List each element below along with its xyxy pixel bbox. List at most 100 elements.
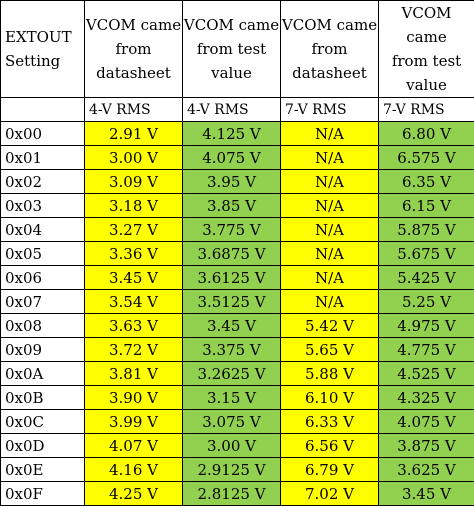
cell-setting: 0x0E (1, 458, 85, 482)
cell-7v-datasheet: N/A (281, 218, 379, 242)
cell-4v-test: 4.075 V (183, 146, 281, 170)
subheader-col4: 7-V RMS (379, 98, 474, 122)
cell-4v-test: 3.85 V (183, 194, 281, 218)
cell-4v-datasheet: 3.36 V (85, 242, 183, 266)
subheader-empty (1, 98, 85, 122)
cell-4v-datasheet: 3.63 V (85, 314, 183, 338)
cell-7v-datasheet: N/A (281, 170, 379, 194)
subheader-col3: 7-V RMS (281, 98, 379, 122)
header-row: EXTOUT Setting VCOM came from datasheet … (1, 1, 474, 98)
cell-4v-datasheet: 3.00 V (85, 146, 183, 170)
cell-7v-datasheet: 5.42 V (281, 314, 379, 338)
cell-setting: 0x0B (1, 386, 85, 410)
cell-7v-datasheet: N/A (281, 122, 379, 146)
cell-4v-datasheet: 3.27 V (85, 218, 183, 242)
cell-7v-test: 4.325 V (379, 386, 474, 410)
header-col1: VCOM came from datasheet (85, 1, 183, 98)
cell-4v-datasheet: 2.91 V (85, 122, 183, 146)
cell-7v-test: 6.35 V (379, 170, 474, 194)
cell-4v-test: 3.2625 V (183, 362, 281, 386)
cell-4v-test: 3.15 V (183, 386, 281, 410)
cell-4v-test: 2.9125 V (183, 458, 281, 482)
cell-7v-test: 5.425 V (379, 266, 474, 290)
subheader-col2: 4-V RMS (183, 98, 281, 122)
cell-4v-test: 3.375 V (183, 338, 281, 362)
cell-7v-test: 4.775 V (379, 338, 474, 362)
cell-4v-datasheet: 4.07 V (85, 434, 183, 458)
cell-7v-datasheet: 6.79 V (281, 458, 379, 482)
cell-4v-test: 2.8125 V (183, 482, 281, 506)
cell-4v-datasheet: 3.81 V (85, 362, 183, 386)
cell-7v-datasheet: 7.02 V (281, 482, 379, 506)
cell-setting: 0x07 (1, 290, 85, 314)
cell-7v-test: 3.625 V (379, 458, 474, 482)
cell-setting: 0x08 (1, 314, 85, 338)
cell-7v-datasheet: 5.65 V (281, 338, 379, 362)
cell-setting: 0x00 (1, 122, 85, 146)
cell-7v-test: 3.45 V (379, 482, 474, 506)
cell-7v-test: 4.525 V (379, 362, 474, 386)
cell-7v-test: 3.875 V (379, 434, 474, 458)
cell-setting: 0x09 (1, 338, 85, 362)
cell-7v-test: 4.975 V (379, 314, 474, 338)
cell-4v-datasheet: 4.25 V (85, 482, 183, 506)
cell-setting: 0x0A (1, 362, 85, 386)
cell-4v-datasheet: 4.16 V (85, 458, 183, 482)
cell-7v-test: 5.675 V (379, 242, 474, 266)
cell-4v-test: 3.00 V (183, 434, 281, 458)
cell-4v-datasheet: 3.90 V (85, 386, 183, 410)
header-col2: VCOM came from test value (183, 1, 281, 98)
cell-7v-datasheet: 5.88 V (281, 362, 379, 386)
cell-setting: 0x04 (1, 218, 85, 242)
cell-4v-datasheet: 3.99 V (85, 410, 183, 434)
cell-7v-datasheet: 6.56 V (281, 434, 379, 458)
cell-4v-test: 3.775 V (183, 218, 281, 242)
cell-4v-datasheet: 3.54 V (85, 290, 183, 314)
cell-setting: 0x05 (1, 242, 85, 266)
cell-4v-test: 3.45 V (183, 314, 281, 338)
cell-setting: 0x0D (1, 434, 85, 458)
cell-7v-datasheet: N/A (281, 146, 379, 170)
cell-7v-datasheet: N/A (281, 194, 379, 218)
cell-setting: 0x06 (1, 266, 85, 290)
cell-7v-datasheet: 6.10 V (281, 386, 379, 410)
cell-4v-datasheet: 3.45 V (85, 266, 183, 290)
cell-7v-datasheet: N/A (281, 242, 379, 266)
cell-7v-test: 5.875 V (379, 218, 474, 242)
cell-7v-test: 4.075 V (379, 410, 474, 434)
cell-setting: 0x0F (1, 482, 85, 506)
cell-setting: 0x01 (1, 146, 85, 170)
cell-7v-test: 6.575 V (379, 146, 474, 170)
cell-setting: 0x0C (1, 410, 85, 434)
header-col4: VCOM came from test value (379, 1, 474, 98)
cell-7v-datasheet: N/A (281, 290, 379, 314)
cell-4v-datasheet: 3.18 V (85, 194, 183, 218)
cell-4v-test: 4.125 V (183, 122, 281, 146)
cell-4v-test: 3.5125 V (183, 290, 281, 314)
cell-4v-test: 3.6875 V (183, 242, 281, 266)
cell-4v-test: 3.95 V (183, 170, 281, 194)
subheader-col1: 4-V RMS (85, 98, 183, 122)
cell-4v-datasheet: 3.09 V (85, 170, 183, 194)
cell-4v-datasheet: 3.72 V (85, 338, 183, 362)
cell-7v-datasheet: N/A (281, 266, 379, 290)
subheader-row: 4-V RMS 4-V RMS 7-V RMS 7-V RMS (1, 98, 474, 122)
cell-setting: 0x03 (1, 194, 85, 218)
cell-7v-test: 6.80 V (379, 122, 474, 146)
